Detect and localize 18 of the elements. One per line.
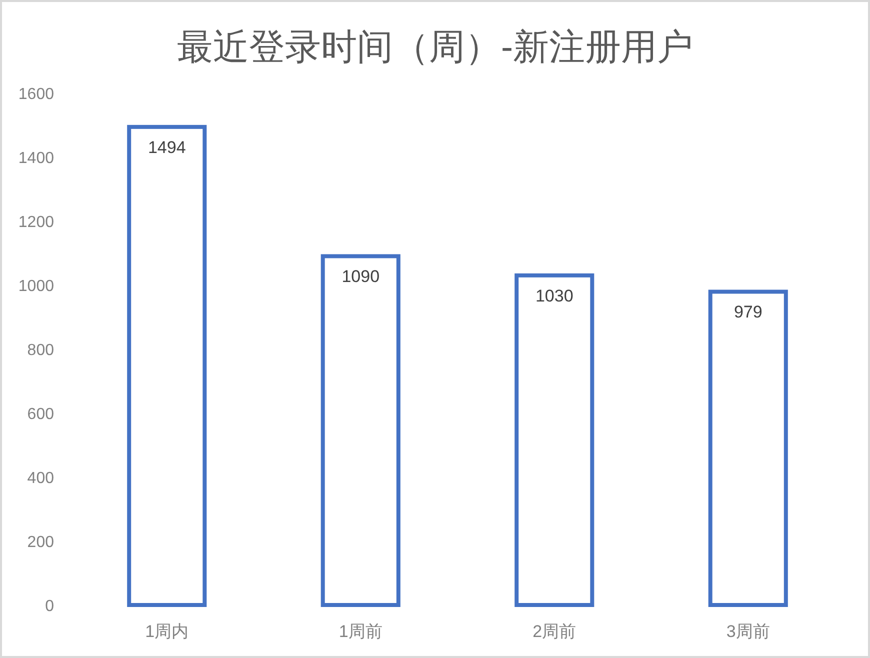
data-label: 979 <box>734 302 762 322</box>
ytick: 1400 <box>18 150 54 167</box>
title: 最近登录时间（周）-新注册用户 <box>177 26 693 67</box>
data-label: 1030 <box>535 286 574 306</box>
xtick: 1周前 <box>338 622 382 641</box>
ytick: 1600 <box>18 86 54 103</box>
data-label: 1494 <box>148 138 186 157</box>
xtick: 2周前 <box>532 622 576 641</box>
ytick: 0 <box>45 598 54 615</box>
ytick: 1200 <box>18 214 54 231</box>
xtick: 1周内 <box>145 622 189 641</box>
data-label: 1090 <box>342 267 380 286</box>
xtick: 3周前 <box>726 622 770 641</box>
ytick: 600 <box>27 406 54 423</box>
ytick: 200 <box>27 534 54 551</box>
ytick: 400 <box>27 470 54 487</box>
ytick: 800 <box>27 342 54 359</box>
ytick: 1000 <box>18 278 54 295</box>
